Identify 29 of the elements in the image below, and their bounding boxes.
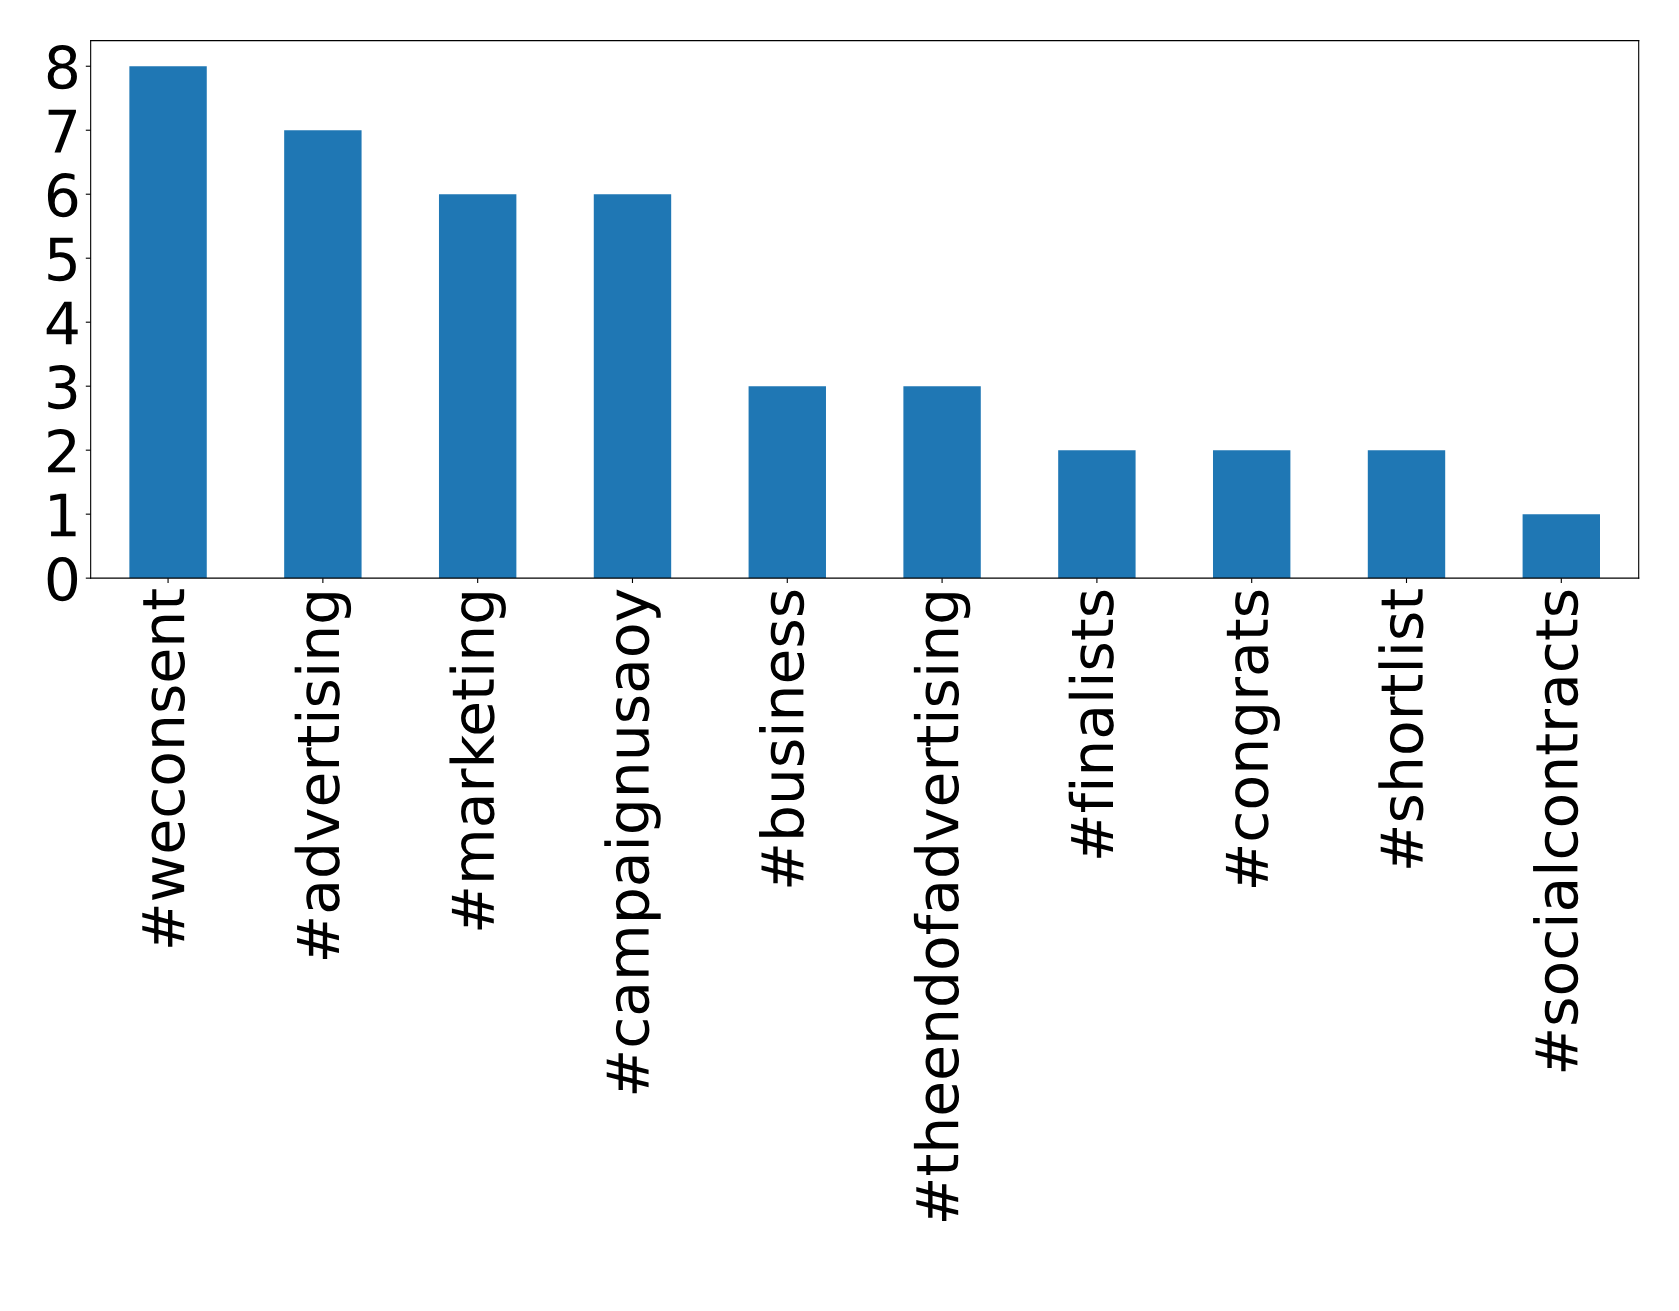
- y-tick-label: 8: [47, 45, 77, 90]
- bar: [593, 194, 672, 579]
- y-tick-label: 4: [46, 301, 78, 345]
- x-tick-label: #finalists: [1068, 590, 1114, 858]
- bar: [1522, 514, 1600, 579]
- x-tick-label: #socialcontracts: [1533, 590, 1579, 1072]
- bar: [1058, 450, 1136, 579]
- x-tick-label: #campaignusaoy: [604, 589, 661, 1094]
- x-tick-label: #shortlist: [1378, 589, 1424, 868]
- x-tick-label: #marketing: [449, 593, 506, 930]
- y-tick-label: 1: [50, 493, 76, 537]
- bar: [903, 386, 981, 579]
- x-tick-label: #business: [759, 590, 805, 887]
- x-tick-label: #congrats: [1225, 590, 1280, 887]
- bar: [748, 386, 826, 579]
- y-tick-label: 5: [48, 237, 76, 282]
- x-tick-label: #weconsent: [142, 589, 185, 947]
- x-tick-label: #theendofadvertising: [913, 593, 971, 1221]
- y-tick-label: 0: [47, 557, 78, 602]
- y-tick-label: 7: [48, 109, 76, 153]
- y-tick-label: 6: [47, 173, 78, 218]
- y-tick-label: 3: [48, 365, 77, 410]
- y-tick-label: 2: [48, 429, 76, 473]
- bar: [129, 66, 207, 579]
- bar: [1212, 450, 1291, 579]
- bar: [284, 130, 362, 579]
- bar: [438, 194, 517, 579]
- x-tick-label: #advertising: [294, 593, 352, 960]
- bar: [1367, 450, 1446, 579]
